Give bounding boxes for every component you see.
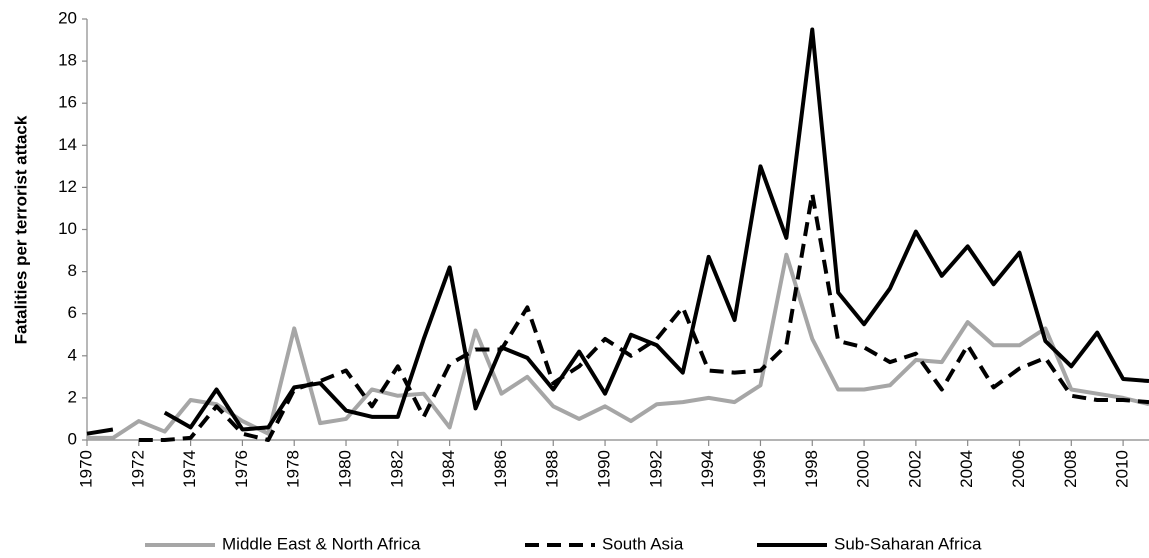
x-tick-label: 1976: [232, 450, 251, 488]
x-tick-label: 1992: [646, 450, 665, 488]
legend-label: South Asia: [602, 534, 684, 553]
legend-label: Middle East & North Africa: [222, 534, 421, 553]
y-tick-label: 14: [58, 135, 77, 154]
series-line: [138, 191, 1149, 442]
x-tick-label: 2004: [957, 450, 976, 488]
y-tick-label: 18: [58, 51, 77, 70]
y-tick-label: 10: [58, 219, 77, 238]
x-tick-label: 1972: [128, 450, 147, 488]
x-tick-label: 2000: [854, 450, 873, 488]
y-tick-label: 6: [68, 303, 77, 322]
x-tick-label: 1986: [491, 450, 510, 488]
y-tick-label: 0: [68, 429, 77, 448]
x-tick-label: 2008: [1061, 450, 1080, 488]
x-tick-label: 1990: [595, 450, 614, 488]
x-tick-label: 1984: [439, 450, 458, 488]
y-tick-label: 16: [58, 93, 77, 112]
y-tick-label: 8: [68, 261, 77, 280]
x-tick-label: 1988: [543, 450, 562, 488]
x-tick-label: 1978: [284, 450, 303, 488]
y-axis-label: Fatalities per terrorist attack: [11, 115, 30, 344]
x-tick-label: 1970: [76, 450, 95, 488]
x-tick-label: 1980: [336, 450, 355, 488]
x-tick-label: 1998: [802, 450, 821, 488]
x-tick-label: 1996: [750, 450, 769, 488]
x-tick-label: 2006: [1009, 450, 1028, 488]
series-line: [86, 27, 1149, 436]
y-tick-label: 20: [58, 8, 77, 27]
y-tick-label: 2: [68, 387, 77, 406]
series-line: [87, 252, 1149, 440]
y-tick-label: 4: [68, 345, 77, 364]
x-tick-label: 2010: [1113, 450, 1132, 488]
legend-label: Sub-Saharan Africa: [834, 534, 982, 553]
x-tick-label: 1994: [698, 450, 717, 488]
x-tick-label: 1982: [387, 450, 406, 488]
x-tick-label: 1974: [180, 450, 199, 488]
y-tick-label: 12: [58, 177, 77, 196]
x-tick-label: 2002: [905, 450, 924, 488]
